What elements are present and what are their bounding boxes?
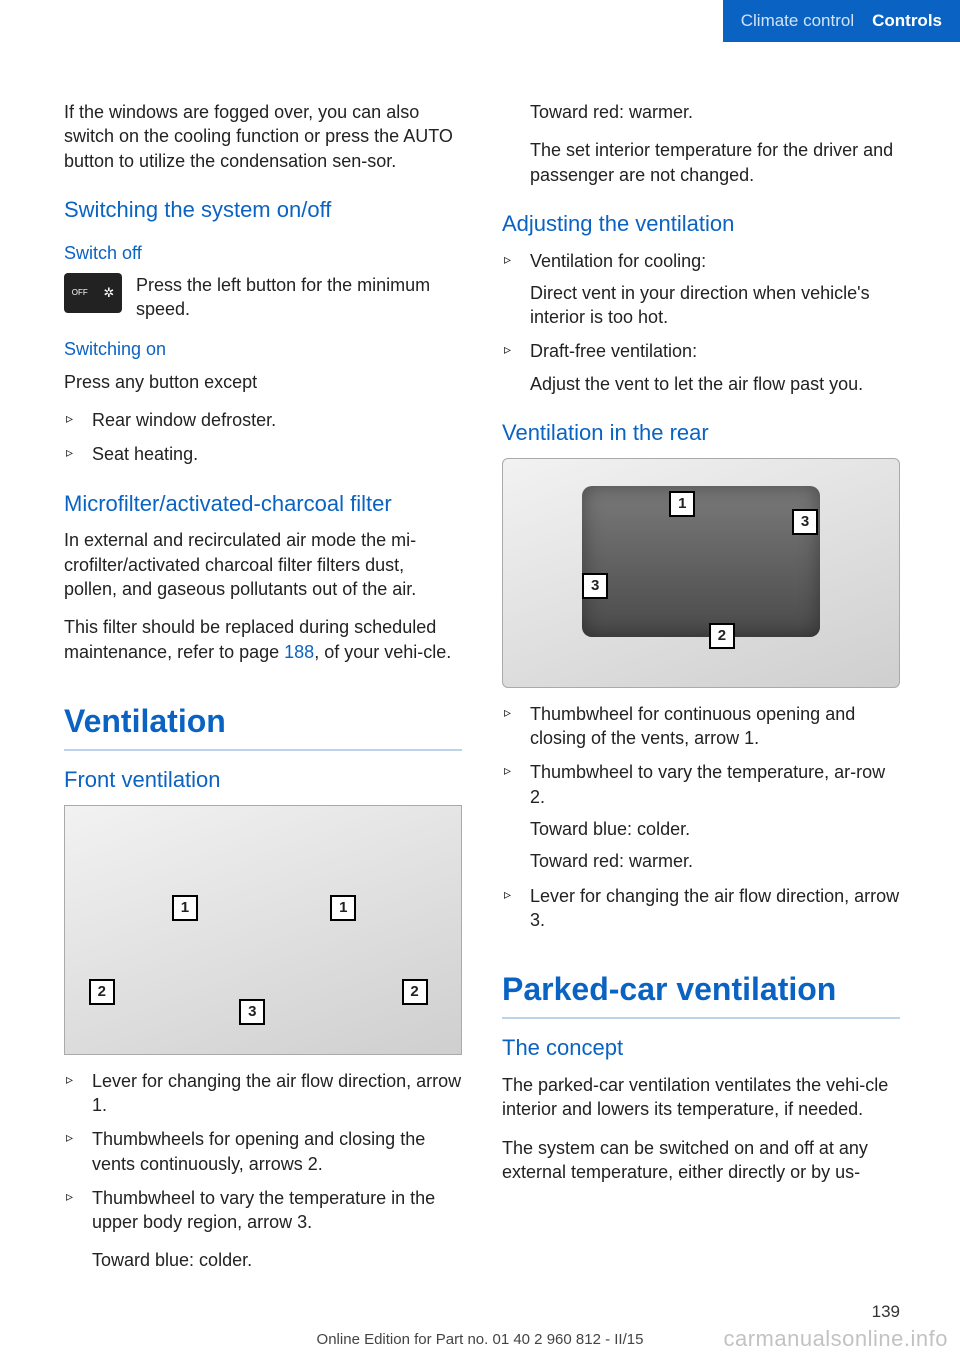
list-item: Thumbwheel to vary the temperature, ar‐r… xyxy=(502,760,900,873)
marker-3: 3 xyxy=(582,573,608,599)
marker-3: 3 xyxy=(792,509,818,535)
page-number: 139 xyxy=(872,1301,900,1324)
list-item-label: Thumbwheel to vary the temperature in th… xyxy=(92,1188,435,1232)
list-item-label: Lever for changing the air flow directio… xyxy=(92,1071,461,1115)
list-item: Lever for changing the air flow directio… xyxy=(502,884,900,933)
list-item: Rear window defroster. xyxy=(64,408,462,432)
marker-1: 1 xyxy=(669,491,695,517)
heading-ventilation: Ventilation xyxy=(64,700,462,751)
heading-rear-ventilation: Ventilation in the rear xyxy=(502,418,900,448)
list-item: Thumbwheels for opening and closing the … xyxy=(64,1127,462,1176)
rear-vent-graphic xyxy=(582,486,820,636)
figure-front-ventilation: 1 1 2 2 3 xyxy=(64,805,462,1055)
text-span: , of your vehi‐cle. xyxy=(314,642,451,662)
list-item: Draft-free ventilation: Adjust the vent … xyxy=(502,339,900,396)
heading-front-ventilation: Front ventilation xyxy=(64,765,462,795)
list-item-label: Draft-free ventilation: xyxy=(530,341,697,361)
list-sub-text: Direct vent in your direction when vehic… xyxy=(530,281,900,330)
page-header: Climate control Controls xyxy=(0,0,960,42)
list-item: Ventilation for cooling: Direct vent in … xyxy=(502,249,900,330)
fan-icon: ✲ xyxy=(103,286,114,299)
list-item: Seat heating. xyxy=(64,442,462,466)
marker-3: 3 xyxy=(239,999,265,1025)
paragraph-intro: If the windows are fogged over, you can … xyxy=(64,100,462,173)
list-sub-text: Toward blue: colder. xyxy=(530,817,900,841)
list-item-label: Seat heating. xyxy=(92,444,198,464)
list-sub-text: Adjust the vent to let the air flow past… xyxy=(530,372,900,396)
list-item-label: Thumbwheel for continuous opening and cl… xyxy=(530,704,855,748)
marker-1: 1 xyxy=(330,895,356,921)
concept-p1: The parked-car ventilation ventilates th… xyxy=(502,1073,900,1122)
microfilter-p1: In external and recirculated air mode th… xyxy=(64,528,462,601)
heading-parked-car-ventilation: Parked-car ventilation xyxy=(502,968,900,1019)
heading-microfilter: Microfilter/activated-charcoal filter xyxy=(64,489,462,519)
marker-1: 1 xyxy=(172,895,198,921)
page-ref-link[interactable]: 188 xyxy=(284,642,314,662)
front-vent-list: Lever for changing the air flow directio… xyxy=(64,1069,462,1235)
heading-switch-system: Switching the system on/off xyxy=(64,195,462,225)
heading-switch-on: Switching on xyxy=(64,337,462,361)
watermark: carmanualsonline.info xyxy=(723,1324,948,1354)
heading-adjusting-ventilation: Adjusting the ventilation xyxy=(502,209,900,239)
off-label: OFF xyxy=(72,289,88,297)
off-fan-icon: OFF ✲ xyxy=(64,273,122,313)
list-item-label: Rear window defroster. xyxy=(92,410,276,430)
marker-2: 2 xyxy=(709,623,735,649)
heading-switch-off: Switch off xyxy=(64,241,462,265)
switch-off-row: OFF ✲ Press the left button for the mini… xyxy=(64,273,462,322)
marker-2: 2 xyxy=(89,979,115,1005)
right-top-c: The set interior temperature for the dri… xyxy=(502,138,900,187)
breadcrumb-section: Climate control xyxy=(741,10,854,33)
list-item-label: Lever for changing the air flow directio… xyxy=(530,886,899,930)
marker-2: 2 xyxy=(402,979,428,1005)
microfilter-p2: This filter should be replaced during sc… xyxy=(64,615,462,664)
right-top-a: Toward blue: colder. xyxy=(64,1248,462,1272)
page-content: If the windows are fogged over, you can … xyxy=(0,42,960,1282)
adjust-vent-list: Ventilation for cooling: Direct vent in … xyxy=(502,249,900,396)
concept-p2: The system can be switched on and off at… xyxy=(502,1136,900,1185)
breadcrumb-chapter: Controls xyxy=(872,10,942,33)
right-top-b: Toward red: warmer. xyxy=(502,100,900,124)
list-item-label: Thumbwheel to vary the temperature, ar‐r… xyxy=(530,762,885,806)
breadcrumb: Climate control Controls xyxy=(723,0,960,42)
switch-on-intro: Press any button except xyxy=(64,370,462,394)
list-item: Thumbwheel to vary the temperature in th… xyxy=(64,1186,462,1235)
list-item: Lever for changing the air flow directio… xyxy=(64,1069,462,1118)
switch-on-list: Rear window defroster. Seat heating. xyxy=(64,408,462,467)
figure-rear-ventilation: 1 3 3 2 xyxy=(502,458,900,688)
switch-off-text: Press the left button for the minimum sp… xyxy=(136,273,462,322)
rear-vent-list: Thumbwheel for continuous opening and cl… xyxy=(502,702,900,932)
page-footer: 139 xyxy=(0,1301,960,1324)
list-item-label: Ventilation for cooling: xyxy=(530,251,706,271)
list-item-label: Thumbwheels for opening and closing the … xyxy=(92,1129,425,1173)
list-item: Thumbwheel for continuous opening and cl… xyxy=(502,702,900,751)
list-sub-text: Toward red: warmer. xyxy=(530,849,900,873)
heading-concept: The concept xyxy=(502,1033,900,1063)
